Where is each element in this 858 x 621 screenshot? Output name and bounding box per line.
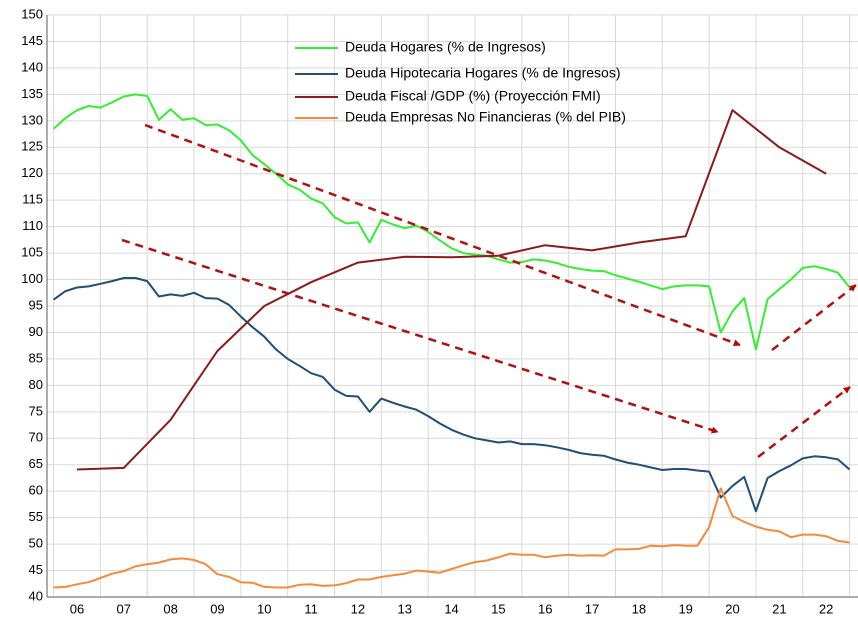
y-tick-label: 85 xyxy=(29,350,43,365)
legend-label: Deuda Hipotecaria Hogares (% de Ingresos… xyxy=(345,65,620,81)
y-tick-label: 115 xyxy=(22,192,43,207)
x-tick-label: 10 xyxy=(257,601,271,616)
arrow xyxy=(121,238,719,434)
y-tick-label: 80 xyxy=(29,377,43,392)
y-tick-label: 135 xyxy=(21,86,43,101)
x-tick-label: 06 xyxy=(70,601,84,616)
y-tick-label: 140 xyxy=(21,59,43,74)
y-tick-label: 50 xyxy=(29,536,43,551)
y-tick-label: 125 xyxy=(21,139,43,154)
y-tick-label: 90 xyxy=(29,324,43,339)
x-tick-label: 12 xyxy=(351,601,365,616)
annotations xyxy=(121,123,857,458)
x-tick-label: 07 xyxy=(117,601,131,616)
x-tick-label: 11 xyxy=(304,601,318,616)
y-tick-label: 45 xyxy=(29,562,43,577)
y-tick-label: 100 xyxy=(21,271,43,286)
y-tick-label: 60 xyxy=(29,483,43,498)
x-tick-label: 18 xyxy=(632,601,646,616)
y-tick-label: 55 xyxy=(29,509,43,524)
y-tick-label: 110 xyxy=(22,218,43,233)
x-tick-label: 22 xyxy=(819,601,833,616)
x-tick-label: 08 xyxy=(163,601,177,616)
arrow xyxy=(771,284,857,351)
y-tick-label: 105 xyxy=(21,245,43,260)
y-tick-label: 130 xyxy=(21,112,43,127)
legend: Deuda Hogares (% de Ingresos) Deuda Hipot… xyxy=(295,39,626,125)
series-line xyxy=(52,93,851,351)
series-line xyxy=(53,487,850,589)
x-tick-label: 13 xyxy=(398,601,412,616)
y-tick-label: 40 xyxy=(29,588,43,603)
x-tick-label: 17 xyxy=(585,601,599,616)
y-tick-label: 75 xyxy=(29,403,43,418)
x-tick-label: 16 xyxy=(538,601,552,616)
axes: 40 45 50 55 60 65 70 75 80 85 90 95 100 105 110 115 120 1… xyxy=(21,6,858,616)
legend-label: Deuda Empresas No Financieras (% del PIB… xyxy=(345,109,626,125)
y-tick-label: 145 xyxy=(21,33,43,48)
arrow xyxy=(144,123,741,347)
series-line xyxy=(76,109,827,471)
series-line xyxy=(53,277,851,513)
arrow xyxy=(757,386,851,458)
legend-label: Deuda Hogares (% de Ingresos) xyxy=(345,39,546,55)
y-tick-label: 150 xyxy=(21,6,43,21)
y-tick-label: 120 xyxy=(21,165,43,180)
x-tick-label: 15 xyxy=(491,601,505,616)
x-tick-label: 19 xyxy=(678,601,692,616)
x-tick-label: 21 xyxy=(772,601,786,616)
legend-label: Deuda Fiscal /GDP (%) (Proyección FMI) xyxy=(345,88,601,104)
y-tick-label: 70 xyxy=(29,430,43,445)
lines xyxy=(52,93,851,589)
x-tick-label: 09 xyxy=(210,601,224,616)
x-tick-label: 20 xyxy=(725,601,739,616)
x-tick-label: 14 xyxy=(444,601,458,616)
y-tick-label: 95 xyxy=(29,297,43,312)
grid xyxy=(47,14,858,598)
y-tick-label: 65 xyxy=(29,456,43,471)
